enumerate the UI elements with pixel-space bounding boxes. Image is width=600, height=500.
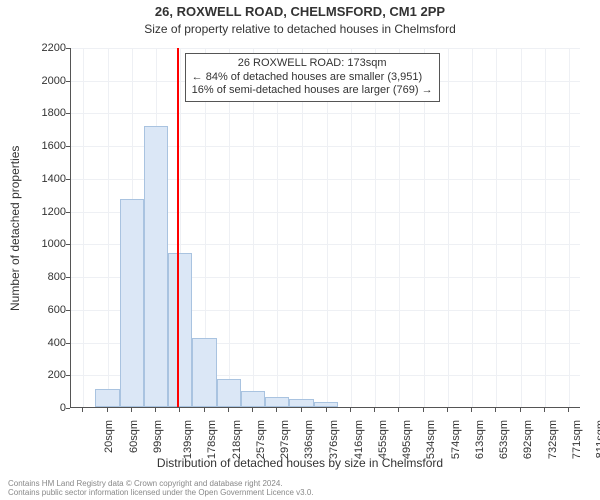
x-tick-label: 218sqm [231,420,243,459]
x-tick-mark [350,408,351,412]
x-tick-mark [179,408,180,412]
x-tick-label: 139sqm [183,420,195,459]
x-tick-label: 376sqm [328,420,340,459]
x-tick-mark [204,408,205,412]
histogram-bar [144,126,168,407]
x-tick-label: 692sqm [522,420,534,459]
y-tick-label: 1800 [6,107,66,119]
x-tick-mark [374,408,375,412]
x-tick-label: 60sqm [128,420,140,453]
histogram-bar [192,338,216,407]
gridline-v [545,48,546,407]
histogram-bar [120,199,144,407]
footer-attribution: Contains HM Land Registry data © Crown c… [8,480,314,498]
x-tick-label: 416sqm [353,420,365,459]
gridline-v [496,48,497,407]
x-tick-label: 20sqm [103,420,115,453]
y-tick-mark [66,113,70,114]
y-tick-mark [66,375,70,376]
histogram-bar [314,402,338,407]
x-tick-mark [568,408,569,412]
x-tick-label: 811sqm [595,420,600,458]
y-tick-label: 1600 [6,140,66,152]
x-tick-label: 297sqm [280,420,292,459]
histogram-bar [265,397,289,407]
annotation-line: ← 84% of detached houses are smaller (3,… [192,71,433,85]
x-tick-mark [252,408,253,412]
y-tick-mark [66,310,70,311]
x-tick-mark [398,408,399,412]
x-tick-mark [155,408,156,412]
gridline-v [569,48,570,407]
gridline-v [448,48,449,407]
y-tick-mark [66,146,70,147]
x-tick-mark [228,408,229,412]
x-tick-label: 732sqm [547,420,559,459]
y-tick-label: 1200 [6,206,66,218]
x-tick-mark [447,408,448,412]
annotation-line: 26 ROXWELL ROAD: 173sqm [192,57,433,71]
y-tick-label: 1400 [6,173,66,185]
x-tick-label: 534sqm [425,420,437,459]
gridline-v [472,48,473,407]
annotation-box: 26 ROXWELL ROAD: 173sqm← 84% of detached… [185,53,440,102]
y-tick-mark [66,408,70,409]
y-tick-label: 800 [6,271,66,283]
histogram-bar [95,389,119,407]
x-tick-mark [107,408,108,412]
annotation-line: 16% of semi-detached houses are larger (… [192,84,433,98]
gridline-v [83,48,84,407]
gridline-v [521,48,522,407]
y-tick-mark [66,244,70,245]
y-tick-mark [66,48,70,49]
y-tick-label: 2000 [6,75,66,87]
reference-line [177,48,179,407]
footer-line-2: Contains public sector information licen… [8,489,314,498]
x-tick-mark [544,408,545,412]
x-tick-label: 257sqm [255,420,267,459]
x-tick-label: 574sqm [450,420,462,459]
x-tick-mark [326,408,327,412]
x-tick-label: 178sqm [207,420,219,459]
x-tick-label: 653sqm [498,420,510,459]
histogram-bar [168,253,192,407]
plot-area: 26 ROXWELL ROAD: 173sqm← 84% of detached… [70,48,580,408]
x-tick-mark [276,408,277,412]
gridline-h [71,48,580,49]
histogram-bar [217,379,241,407]
y-tick-mark [66,212,70,213]
x-tick-mark [520,408,521,412]
gridline-v [108,48,109,407]
y-tick-label: 0 [6,402,66,414]
x-tick-label: 613sqm [474,420,486,459]
x-tick-label: 336sqm [304,420,316,459]
histogram-bar [241,391,265,407]
histogram-bar [289,399,313,407]
x-tick-label: 495sqm [401,420,413,459]
y-tick-label: 400 [6,337,66,349]
x-tick-mark [423,408,424,412]
chart-subtitle: Size of property relative to detached ho… [0,22,600,36]
y-tick-mark [66,343,70,344]
x-tick-mark [131,408,132,412]
chart-container: 26, ROXWELL ROAD, CHELMSFORD, CM1 2PP Si… [0,0,600,500]
chart-title: 26, ROXWELL ROAD, CHELMSFORD, CM1 2PP [0,4,600,19]
y-tick-mark [66,277,70,278]
y-tick-label: 200 [6,369,66,381]
y-tick-label: 2200 [6,42,66,54]
y-tick-mark [66,179,70,180]
x-tick-mark [301,408,302,412]
y-tick-label: 1000 [6,238,66,250]
x-tick-label: 771sqm [571,420,583,459]
gridline-h [71,113,580,114]
x-tick-mark [495,408,496,412]
y-axis-label: Number of detached properties [8,145,22,310]
x-tick-label: 455sqm [377,420,389,459]
x-tick-label: 99sqm [152,420,164,453]
y-tick-mark [66,81,70,82]
x-tick-mark [82,408,83,412]
x-tick-mark [471,408,472,412]
y-tick-label: 600 [6,304,66,316]
